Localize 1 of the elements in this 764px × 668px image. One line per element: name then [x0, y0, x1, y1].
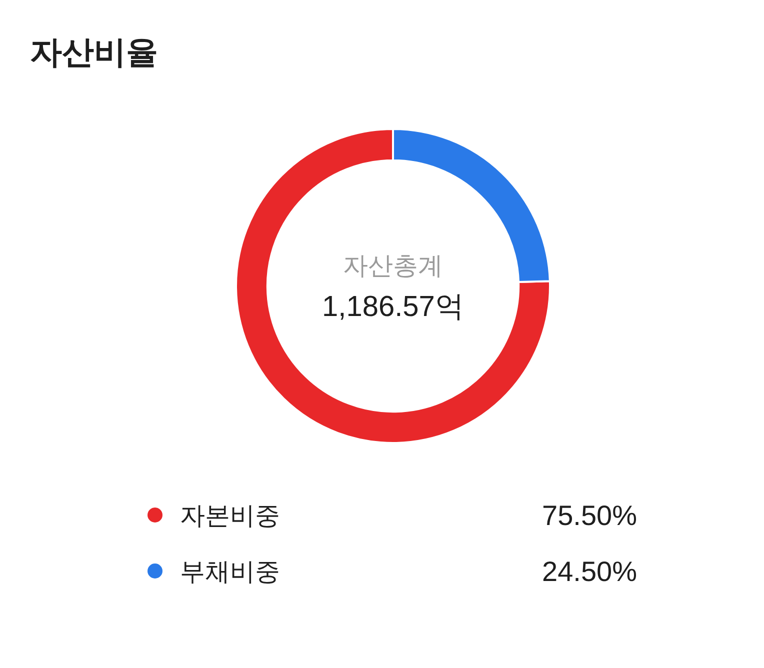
title: 자산비율 [30, 34, 158, 70]
